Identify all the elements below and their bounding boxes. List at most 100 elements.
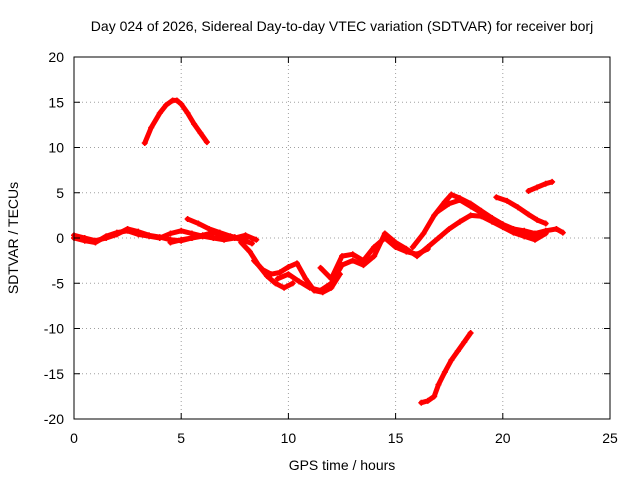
data-point — [531, 230, 538, 237]
data-point — [542, 230, 549, 237]
data-point — [349, 251, 356, 258]
y-tick-label: 5 — [56, 185, 64, 201]
data-point — [441, 368, 448, 375]
series-sat-l — [418, 330, 474, 406]
y-tick-label: -5 — [52, 275, 65, 291]
y-tick-label: -20 — [44, 411, 64, 427]
data-point — [246, 248, 253, 255]
data-point — [534, 184, 541, 191]
data-point — [184, 215, 191, 222]
data-point — [461, 339, 468, 346]
data-point — [504, 197, 511, 204]
data-point — [289, 280, 296, 287]
series-sat-k — [435, 196, 549, 243]
data-point — [113, 231, 120, 238]
data-point — [81, 235, 88, 241]
data-point — [272, 280, 279, 287]
data-point — [259, 266, 266, 273]
data-point — [191, 120, 198, 127]
data-point — [242, 232, 249, 239]
series-sat-m — [493, 194, 549, 227]
series-line — [142, 97, 210, 146]
data-point — [178, 227, 185, 234]
x-tick-label: 15 — [388, 430, 404, 446]
ticks: 0 5 10 15 20 25 -20 -15 -10 -5 0 5 10 15 20 — [44, 49, 618, 446]
data-point — [349, 257, 356, 264]
data-point — [381, 235, 388, 241]
data-point — [251, 257, 258, 264]
data-point — [285, 263, 292, 270]
series-line — [238, 240, 296, 291]
data-point — [549, 178, 556, 185]
data-point — [285, 271, 292, 278]
data-point — [248, 240, 255, 247]
data-point — [163, 101, 170, 108]
data-point — [403, 248, 410, 255]
data-point — [206, 225, 213, 232]
data-point — [253, 236, 260, 243]
data-point — [268, 271, 275, 278]
data-point — [467, 203, 474, 210]
data-point — [409, 244, 416, 251]
data-point — [281, 284, 288, 291]
data-point — [553, 225, 560, 232]
series-line — [526, 179, 555, 194]
x-tick-label: 20 — [495, 430, 511, 446]
data-point — [156, 234, 163, 241]
data-point — [210, 235, 217, 241]
data-point — [420, 230, 427, 237]
data-point — [559, 229, 566, 236]
data-point — [238, 239, 245, 246]
data-point — [521, 233, 528, 240]
series-line — [418, 330, 474, 406]
data-point — [424, 397, 431, 404]
data-point — [317, 287, 324, 294]
data-point — [371, 253, 378, 260]
series-sat-f — [238, 239, 296, 291]
series-sat-g — [251, 257, 343, 296]
data-point — [178, 236, 185, 243]
data-point — [135, 228, 142, 235]
data-point — [124, 225, 131, 232]
y-tick-label: -10 — [44, 321, 64, 337]
data-point — [360, 257, 367, 264]
data-point — [392, 244, 399, 251]
data-point — [431, 393, 438, 400]
data-point — [317, 264, 324, 271]
x-tick-label: 5 — [177, 430, 185, 446]
data-point — [534, 216, 541, 223]
data-point — [435, 381, 442, 388]
data-point — [456, 196, 463, 203]
x-tick-label: 25 — [602, 430, 618, 446]
data-point — [493, 194, 500, 201]
data-point — [199, 232, 206, 239]
data-point — [227, 233, 234, 240]
data-point — [141, 139, 148, 146]
data-point — [467, 212, 474, 219]
series-sat-e — [184, 215, 255, 247]
data-point — [467, 330, 474, 337]
series-sat-n — [525, 178, 556, 194]
data-point — [431, 212, 438, 219]
data-point — [178, 101, 185, 108]
data-point — [302, 275, 309, 282]
data-point — [446, 200, 453, 207]
series-sat-c — [141, 97, 210, 146]
data-point — [448, 191, 455, 198]
data-point — [424, 245, 431, 252]
data-point — [306, 284, 313, 291]
data-point — [435, 207, 442, 214]
data-point — [454, 348, 461, 355]
data-point — [188, 235, 195, 241]
data-point — [531, 236, 538, 243]
data-point — [146, 232, 153, 239]
y-tick-label: 0 — [56, 230, 64, 246]
data-point — [521, 227, 528, 234]
data-point — [293, 260, 300, 267]
data-point — [339, 253, 345, 260]
series-sat-i — [317, 235, 431, 282]
data-point — [514, 204, 521, 211]
data-point — [276, 269, 283, 276]
data-point — [499, 221, 506, 228]
